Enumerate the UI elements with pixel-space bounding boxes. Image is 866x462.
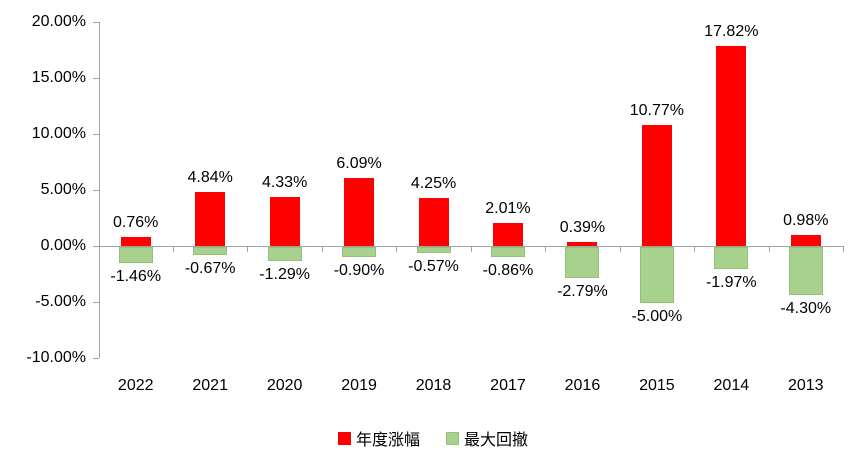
bar-label-series0-2018: 4.25% xyxy=(410,175,457,193)
bar-series1-2020 xyxy=(267,247,302,262)
x-tick-mark xyxy=(247,246,249,252)
bar-label-series0-2021: 4.84% xyxy=(187,168,233,186)
bar-label-series1-2015: -5.00% xyxy=(631,308,683,326)
bar-label-series0-2016: 0.39% xyxy=(559,218,606,236)
y-tick-label: -10.00% xyxy=(26,349,86,367)
legend-item-annual-gain: 年度涨幅 xyxy=(337,426,420,450)
y-tick-label: -5.00% xyxy=(35,293,86,311)
bar-label-series0-2015: 10.77% xyxy=(629,102,684,120)
x-category-label: 2021 xyxy=(192,377,228,394)
bar-label-series1-2013: -4.30% xyxy=(780,300,832,318)
x-category-label: 2019 xyxy=(341,377,377,394)
x-tick-mark xyxy=(619,246,621,252)
x-category-label: 2016 xyxy=(564,377,601,394)
bar-series0-2019 xyxy=(344,177,375,246)
x-tick-mark xyxy=(98,246,100,252)
bar-label-series1-2017: -0.86% xyxy=(482,261,534,279)
y-tick-mark xyxy=(92,246,99,247)
bar-series1-2014 xyxy=(714,247,749,270)
bar-label-series1-2014: -1.97% xyxy=(705,274,757,292)
y-tick-mark xyxy=(92,21,99,23)
bar-label-series0-2019: 6.09% xyxy=(336,154,382,172)
bar-series0-2017 xyxy=(492,223,523,246)
legend: 年度涨幅 最大回撤 xyxy=(0,426,866,450)
legend-swatch-max-drawdown-icon xyxy=(446,431,459,445)
bar-series0-2018 xyxy=(418,198,449,246)
bar-series0-2014 xyxy=(716,46,747,246)
y-tick-mark xyxy=(92,77,99,79)
x-category-label: 2013 xyxy=(787,377,824,394)
bar-series0-2022 xyxy=(120,237,151,246)
bar-series1-2016 xyxy=(565,247,600,279)
x-tick-mark xyxy=(321,246,323,252)
y-axis-line xyxy=(98,21,100,359)
bar-label-series1-2021: -0.67% xyxy=(184,259,236,277)
bar-series0-2015 xyxy=(641,125,672,246)
bar-label-series0-2014: 17.82% xyxy=(704,23,759,41)
y-tick-mark xyxy=(92,133,99,135)
legend-item-max-drawdown: 最大回撤 xyxy=(446,426,528,450)
bar-label-series0-2020: 4.33% xyxy=(261,174,308,192)
y-tick-label: 10.00% xyxy=(31,124,86,142)
bar-series0-2021 xyxy=(195,191,226,246)
legend-label-max-drawdown: 最大回撤 xyxy=(464,432,529,449)
y-tick-mark xyxy=(92,358,99,360)
bar-series1-2013 xyxy=(788,247,823,296)
bar-series1-2017 xyxy=(490,247,525,257)
bar-series1-2015 xyxy=(639,247,674,304)
bar-label-series0-2017: 2.01% xyxy=(485,200,531,218)
x-category-label: 2020 xyxy=(266,377,303,394)
x-category-label: 2018 xyxy=(415,377,452,394)
bar-label-series0-2022: 0.76% xyxy=(113,214,159,232)
legend-label-annual-gain: 年度涨幅 xyxy=(355,432,420,449)
bar-series1-2021 xyxy=(193,247,228,255)
bar-series1-2019 xyxy=(342,247,377,258)
bar-label-series1-2022: -1.46% xyxy=(110,268,162,286)
bar-label-series1-2020: -1.29% xyxy=(259,266,310,284)
y-tick-mark xyxy=(92,189,99,191)
x-category-label: 2015 xyxy=(639,377,675,394)
x-tick-mark xyxy=(694,246,696,252)
x-tick-mark xyxy=(396,246,398,252)
y-tick-label: 0.00% xyxy=(40,237,86,254)
bar-label-series1-2018: -0.57% xyxy=(408,258,459,276)
bar-series1-2018 xyxy=(416,247,451,254)
y-tick-mark xyxy=(92,302,99,304)
x-tick-mark xyxy=(545,246,547,252)
y-tick-label: 20.00% xyxy=(31,12,86,30)
bar-series0-2016 xyxy=(567,241,598,246)
y-tick-label: 5.00% xyxy=(40,180,86,198)
x-category-label: 2017 xyxy=(490,377,526,394)
bar-label-series0-2013: 0.98% xyxy=(783,212,829,229)
bar-series0-2013 xyxy=(790,235,821,246)
y-tick-label: 15.00% xyxy=(31,68,86,86)
bar-series0-2020 xyxy=(269,197,300,246)
bar-series1-2022 xyxy=(118,247,153,264)
legend-swatch-annual-gain-icon xyxy=(337,431,351,445)
x-tick-mark xyxy=(843,246,844,252)
x-tick-mark xyxy=(768,246,770,252)
bar-label-series1-2016: -2.79% xyxy=(557,283,608,301)
x-category-label: 2014 xyxy=(713,377,750,394)
x-tick-mark xyxy=(172,246,174,252)
x-tick-mark xyxy=(470,246,472,252)
bar-label-series1-2019: -0.90% xyxy=(333,262,385,280)
x-category-label: 2022 xyxy=(117,377,154,394)
